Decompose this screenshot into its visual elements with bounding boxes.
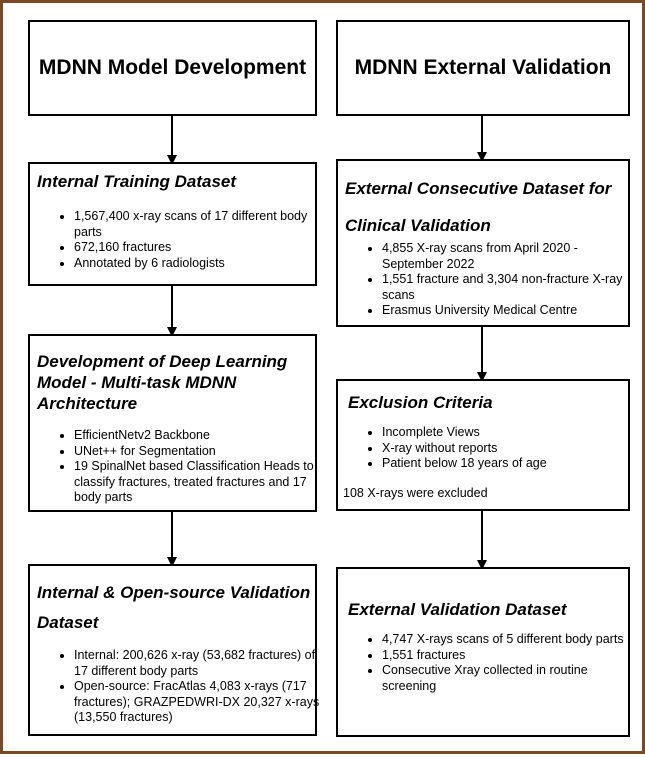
external-validation-dataset-box: External Validation Dataset 4,747 X-rays…	[336, 567, 630, 737]
development-model-list: EfficientNetv2 Backbone UNet++ for Segme…	[52, 428, 324, 506]
list-item: 1,551 fracture and 3,304 non-fracture X-…	[382, 272, 637, 303]
left-header-box: MDNN Model Development	[28, 20, 317, 116]
internal-training-dataset-list: 1,567,400 x-ray scans of 17 different bo…	[52, 209, 314, 271]
list-item: 4,855 X-ray scans from April 2020 - Sept…	[382, 241, 637, 272]
development-model-title: Development of Deep Learning Model - Mul…	[37, 352, 288, 413]
exclusion-criteria-box: Exclusion Criteria Incomplete Views X-ra…	[336, 379, 630, 511]
list-item: UNet++ for Segmentation	[74, 444, 324, 460]
connector-layer	[167, 116, 487, 570]
list-item: 1,551 fractures	[382, 648, 637, 664]
internal-open-source-validation-title: Internal & Open-source Validation Datase…	[37, 583, 311, 632]
list-item: 1,567,400 x-ray scans of 17 different bo…	[74, 209, 314, 240]
internal-open-source-validation-list: Internal: 200,626 x-ray (53,682 fracture…	[52, 648, 329, 726]
exclusion-criteria-list: Incomplete Views X-ray without reports P…	[360, 425, 637, 472]
exclusion-criteria-title: Exclusion Criteria	[348, 393, 493, 412]
list-item: Internal: 200,626 x-ray (53,682 fracture…	[74, 648, 329, 679]
list-item: Consecutive Xray collected in routine sc…	[382, 663, 637, 694]
list-item: X-ray without reports	[382, 441, 637, 457]
list-item: 19 SpinalNet based Classification Heads …	[74, 459, 324, 506]
list-item: Patient below 18 years of age	[382, 456, 637, 472]
list-item: 4,747 X-rays scans of 5 different body p…	[382, 632, 637, 648]
external-consecutive-dataset-list: 4,855 X-ray scans from April 2020 - Sept…	[360, 241, 637, 319]
external-consecutive-dataset-title: External Consecutive Dataset for Clinica…	[345, 179, 612, 235]
list-item: Incomplete Views	[382, 425, 637, 441]
list-item: Annotated by 6 radiologists	[74, 256, 314, 272]
right-header-title: MDNN External Validation	[354, 56, 612, 79]
list-item: Open-source: FracAtlas 4,083 x-rays (717…	[74, 679, 329, 726]
internal-training-dataset-title: Internal Training Dataset	[37, 172, 237, 191]
list-item: Erasmus University Medical Centre	[382, 303, 637, 319]
excluded-count-note: 108 X-rays were excluded	[343, 486, 488, 500]
internal-open-source-validation-box: Internal & Open-source Validation Datase…	[28, 564, 319, 736]
list-item: EfficientNetv2 Backbone	[74, 428, 324, 444]
development-model-box: Development of Deep Learning Model - Mul…	[28, 334, 317, 512]
list-item: 672,160 fractures	[74, 240, 314, 256]
right-header-box: MDNN External Validation	[336, 20, 630, 116]
external-consecutive-dataset-box: External Consecutive Dataset for Clinica…	[336, 159, 630, 327]
external-validation-dataset-list: 4,747 X-rays scans of 5 different body p…	[360, 632, 637, 694]
external-validation-dataset-title: External Validation Dataset	[348, 600, 567, 619]
left-header-title: MDNN Model Development	[38, 56, 307, 79]
internal-training-dataset-box: Internal Training Dataset 1,567,400 x-ra…	[28, 162, 317, 286]
